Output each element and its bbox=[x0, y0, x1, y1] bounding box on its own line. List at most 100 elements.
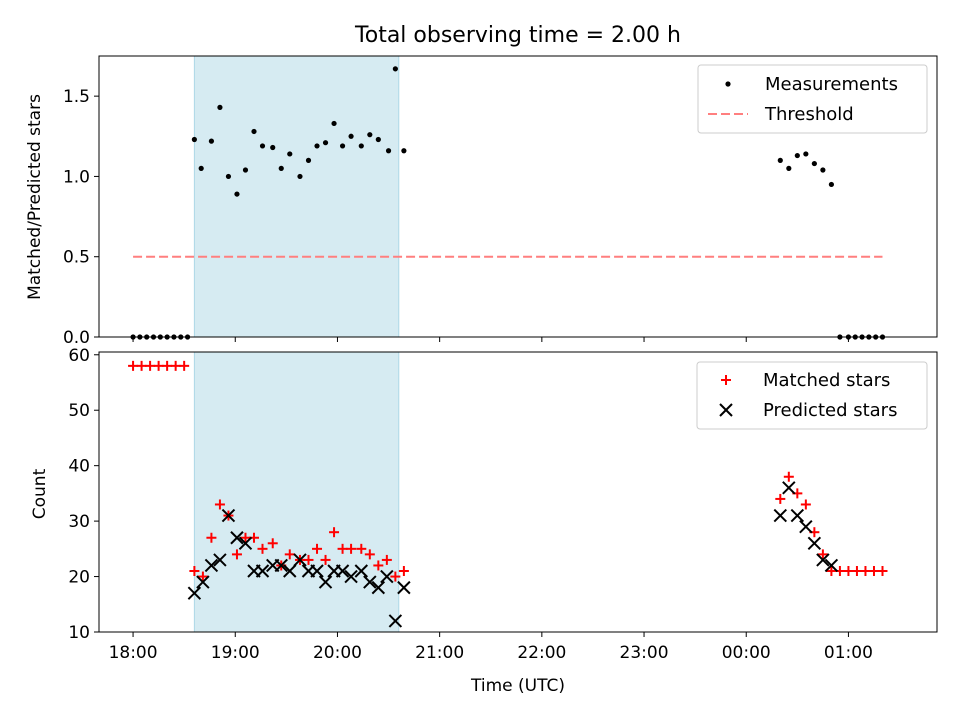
measurement-point bbox=[777, 157, 783, 163]
top-plot-frame bbox=[98, 55, 938, 338]
predicted-star-point bbox=[807, 536, 822, 550]
measurement-point bbox=[794, 152, 800, 159]
measurement-point bbox=[828, 181, 834, 188]
bottom-ytick-label: 10 bbox=[68, 623, 90, 643]
measurement-point bbox=[234, 191, 240, 197]
top-ytick-label: 0.5 bbox=[63, 248, 90, 268]
matched-star-point bbox=[826, 566, 837, 577]
measurement-point bbox=[297, 173, 303, 180]
matched-star-point bbox=[267, 538, 278, 549]
predicted-star-point bbox=[388, 614, 403, 628]
measurement-point bbox=[198, 165, 204, 171]
matched-star-point bbox=[128, 360, 139, 371]
top-ytick-label: 1.0 bbox=[63, 167, 90, 187]
matched-star-point bbox=[851, 566, 862, 577]
measurement-point bbox=[259, 143, 266, 149]
predicted-star-point bbox=[773, 508, 788, 523]
top-ytick-label: 1.5 bbox=[63, 87, 90, 107]
measurement-point bbox=[348, 133, 354, 139]
predicted-star-point bbox=[790, 508, 805, 523]
predicted-star-point bbox=[293, 553, 307, 567]
x-axis-label: Time (UTC) bbox=[470, 676, 565, 696]
legend-predicted-label: Predicted stars bbox=[763, 400, 897, 421]
measurement-point bbox=[270, 144, 276, 151]
matched-star-point bbox=[240, 532, 251, 543]
matched-star-point bbox=[346, 543, 357, 554]
legend-threshold-label: Threshold bbox=[764, 104, 854, 125]
predicted-star-point bbox=[213, 553, 227, 567]
top-legend: Measurements Threshold bbox=[697, 64, 928, 134]
matched-star-point bbox=[364, 549, 375, 560]
matched-star-point bbox=[284, 549, 295, 560]
predicted-star-point bbox=[344, 569, 358, 584]
bottom-ytick-label: 20 bbox=[68, 568, 90, 588]
predicted-star-point bbox=[782, 481, 796, 495]
top-ytick-label: 0.0 bbox=[63, 328, 90, 348]
top-shaded-span bbox=[193, 55, 400, 338]
legend-matched-marker bbox=[721, 375, 731, 385]
matched-star-point bbox=[381, 554, 392, 565]
matched-star-point bbox=[337, 543, 348, 554]
measurement-point bbox=[811, 160, 817, 167]
measurement-point bbox=[401, 148, 407, 154]
xtick-label: 20:00 bbox=[313, 643, 362, 663]
predicted-star-point bbox=[397, 580, 411, 595]
matched-star-point bbox=[312, 543, 323, 554]
measurement-point bbox=[375, 136, 381, 143]
measurement-point bbox=[217, 104, 223, 110]
xtick-label: 21:00 bbox=[415, 643, 464, 663]
predicted-star-point bbox=[221, 508, 236, 523]
matched-star-point bbox=[303, 554, 314, 565]
predicted-star-point bbox=[380, 569, 394, 584]
bottom-plot-frame bbox=[98, 351, 938, 633]
measurement-point bbox=[242, 167, 249, 173]
predicted-star-point bbox=[196, 575, 210, 589]
matched-star-point bbox=[843, 566, 854, 577]
predicted-star-point bbox=[230, 531, 244, 545]
matched-star-point bbox=[390, 571, 401, 582]
measurement-point bbox=[392, 66, 398, 72]
legend-matched-label: Matched stars bbox=[763, 370, 890, 391]
top-y-axis-label: Matched/Predicted stars bbox=[25, 94, 45, 300]
top-legend-box bbox=[697, 64, 928, 134]
predicted-star-point bbox=[187, 586, 202, 600]
predicted-star-point bbox=[824, 558, 839, 573]
matched-star-point bbox=[197, 571, 208, 582]
predicted-star-point bbox=[363, 575, 377, 589]
matched-star-point bbox=[329, 527, 340, 538]
matched-star-point bbox=[783, 471, 794, 482]
matched-star-point bbox=[373, 560, 384, 571]
measurement-point bbox=[305, 157, 312, 163]
matched-star-point bbox=[153, 360, 164, 371]
matched-star-point bbox=[320, 554, 331, 565]
matched-star-point bbox=[356, 543, 367, 554]
xtick-label: 22:00 bbox=[517, 643, 566, 663]
xtick-label: 19:00 bbox=[211, 643, 260, 663]
measurement-point bbox=[251, 128, 257, 135]
measurement-point bbox=[358, 143, 364, 149]
predicted-star-point bbox=[310, 564, 324, 578]
predicted-star-point bbox=[318, 575, 333, 589]
measurement-point bbox=[339, 143, 346, 149]
bottom-y-axis-label: Count bbox=[30, 468, 50, 519]
bottom-shaded-span bbox=[193, 351, 400, 633]
bottom-legend-box bbox=[696, 361, 928, 430]
measurement-point bbox=[385, 148, 392, 154]
xtick-label: 18:00 bbox=[109, 643, 158, 663]
measurement-point bbox=[278, 165, 284, 171]
predicted-star-point bbox=[799, 519, 813, 534]
bottom-panel: 10 20 30 40 50 60 18:00 19:00 20:00 21:00 22:00 23… bbox=[30, 346, 938, 696]
matched-star-point bbox=[231, 549, 242, 560]
matched-star-point bbox=[179, 360, 190, 371]
matched-star-point bbox=[775, 493, 786, 504]
bottom-legend: Matched stars Predicted stars bbox=[696, 361, 928, 430]
matched-star-point bbox=[162, 360, 173, 371]
chart-title: Total observing time = 2.00 h bbox=[354, 23, 681, 48]
predicted-star-point bbox=[255, 564, 270, 578]
matched-star-point bbox=[800, 499, 811, 510]
bottom-ytick-label: 60 bbox=[68, 346, 90, 366]
matched-star-point bbox=[860, 566, 871, 577]
bottom-ytick-label: 40 bbox=[68, 457, 90, 477]
measurement-point bbox=[287, 151, 293, 157]
